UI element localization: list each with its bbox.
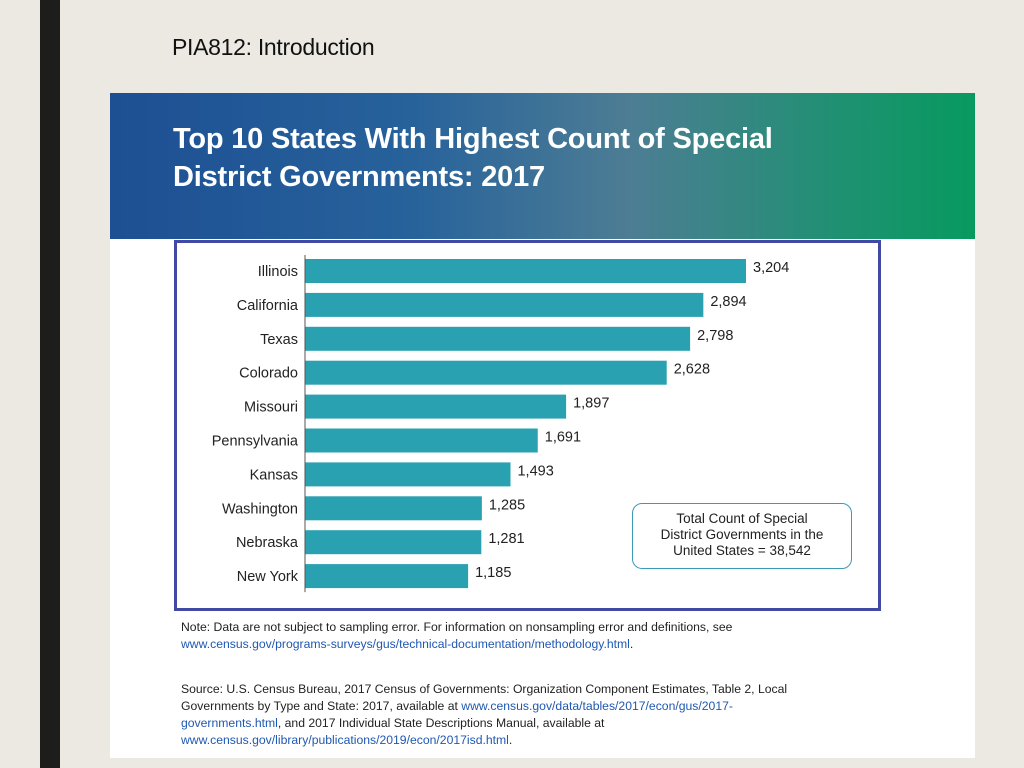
category-label: Pennsylvania	[212, 434, 299, 450]
banner-title: Top 10 States With Highest Count of Spec…	[173, 120, 933, 196]
category-label: Nebraska	[236, 535, 299, 551]
note-end: .	[629, 637, 634, 651]
value-label: 1,897	[573, 396, 609, 412]
source-text-1: Source: U.S. Census Bureau, 2017 Census …	[181, 682, 788, 713]
slide-title: PIA812: Introduction	[172, 34, 375, 60]
bar	[305, 326, 691, 351]
note-methodology-link[interactable]: www.census.gov/programs-surveys/gus/tech…	[181, 637, 630, 651]
category-label: New York	[237, 569, 299, 585]
value-label: 1,281	[488, 531, 524, 547]
bar	[305, 564, 469, 589]
bar-chart: Illinois 3,204 California 2,894 Texas 2,798 Co…	[212, 255, 789, 593]
value-label: 2,894	[710, 294, 746, 310]
chart-note: Note: Data are not subject to sampling e…	[181, 619, 821, 653]
total-line-3: United States = 38,542	[673, 543, 811, 558]
left-accent-bar	[40, 0, 60, 768]
value-label: 2,628	[674, 362, 710, 378]
total-line-1: Total Count of Special	[676, 511, 808, 526]
banner-title-line-2: District Governments: 2017	[173, 161, 545, 193]
banner-title-line-1: Top 10 States With Highest Count of Spec…	[173, 123, 773, 155]
bar	[305, 428, 538, 453]
value-label: 1,185	[475, 565, 511, 581]
category-label: Missouri	[244, 400, 298, 416]
total-count-callout: Total Count of Special District Governme…	[632, 503, 852, 569]
chart-frame: Illinois 3,204 California 2,894 Texas 2,798 Co…	[174, 240, 881, 611]
bar	[305, 496, 482, 521]
total-line-2: District Governments in the	[660, 527, 824, 542]
title-banner: Top 10 States With Highest Count of Spec…	[110, 93, 975, 239]
category-label: Illinois	[258, 264, 298, 280]
chart-source: Source: U.S. Census Bureau, 2017 Census …	[181, 681, 821, 749]
source-isd-link[interactable]: www.census.gov/library/publications/2019…	[181, 733, 509, 747]
note-text: Note: Data are not subject to sampling e…	[181, 620, 733, 634]
category-label: Texas	[260, 332, 298, 348]
source-end: .	[508, 733, 513, 747]
category-label: California	[237, 298, 299, 314]
value-label: 1,691	[545, 430, 581, 446]
category-label: Kansas	[250, 467, 298, 483]
bar	[305, 292, 704, 317]
bar	[305, 360, 667, 385]
bar	[305, 259, 746, 283]
chart-card: Top 10 States With Highest Count of Spec…	[110, 93, 975, 758]
value-label: 1,493	[517, 463, 553, 479]
source-tables-link[interactable]: www.census.gov/data/tables/2017/econ/gus…	[181, 699, 733, 730]
category-label: Colorado	[239, 366, 298, 382]
bar	[305, 530, 482, 555]
category-label: Washington	[222, 501, 298, 517]
value-label: 1,285	[489, 497, 525, 513]
bar	[305, 394, 567, 419]
bar	[305, 462, 511, 487]
value-label: 3,204	[753, 260, 789, 276]
source-text-2: , and 2017 Individual State Descriptions…	[277, 716, 605, 730]
value-label: 2,798	[697, 328, 733, 344]
